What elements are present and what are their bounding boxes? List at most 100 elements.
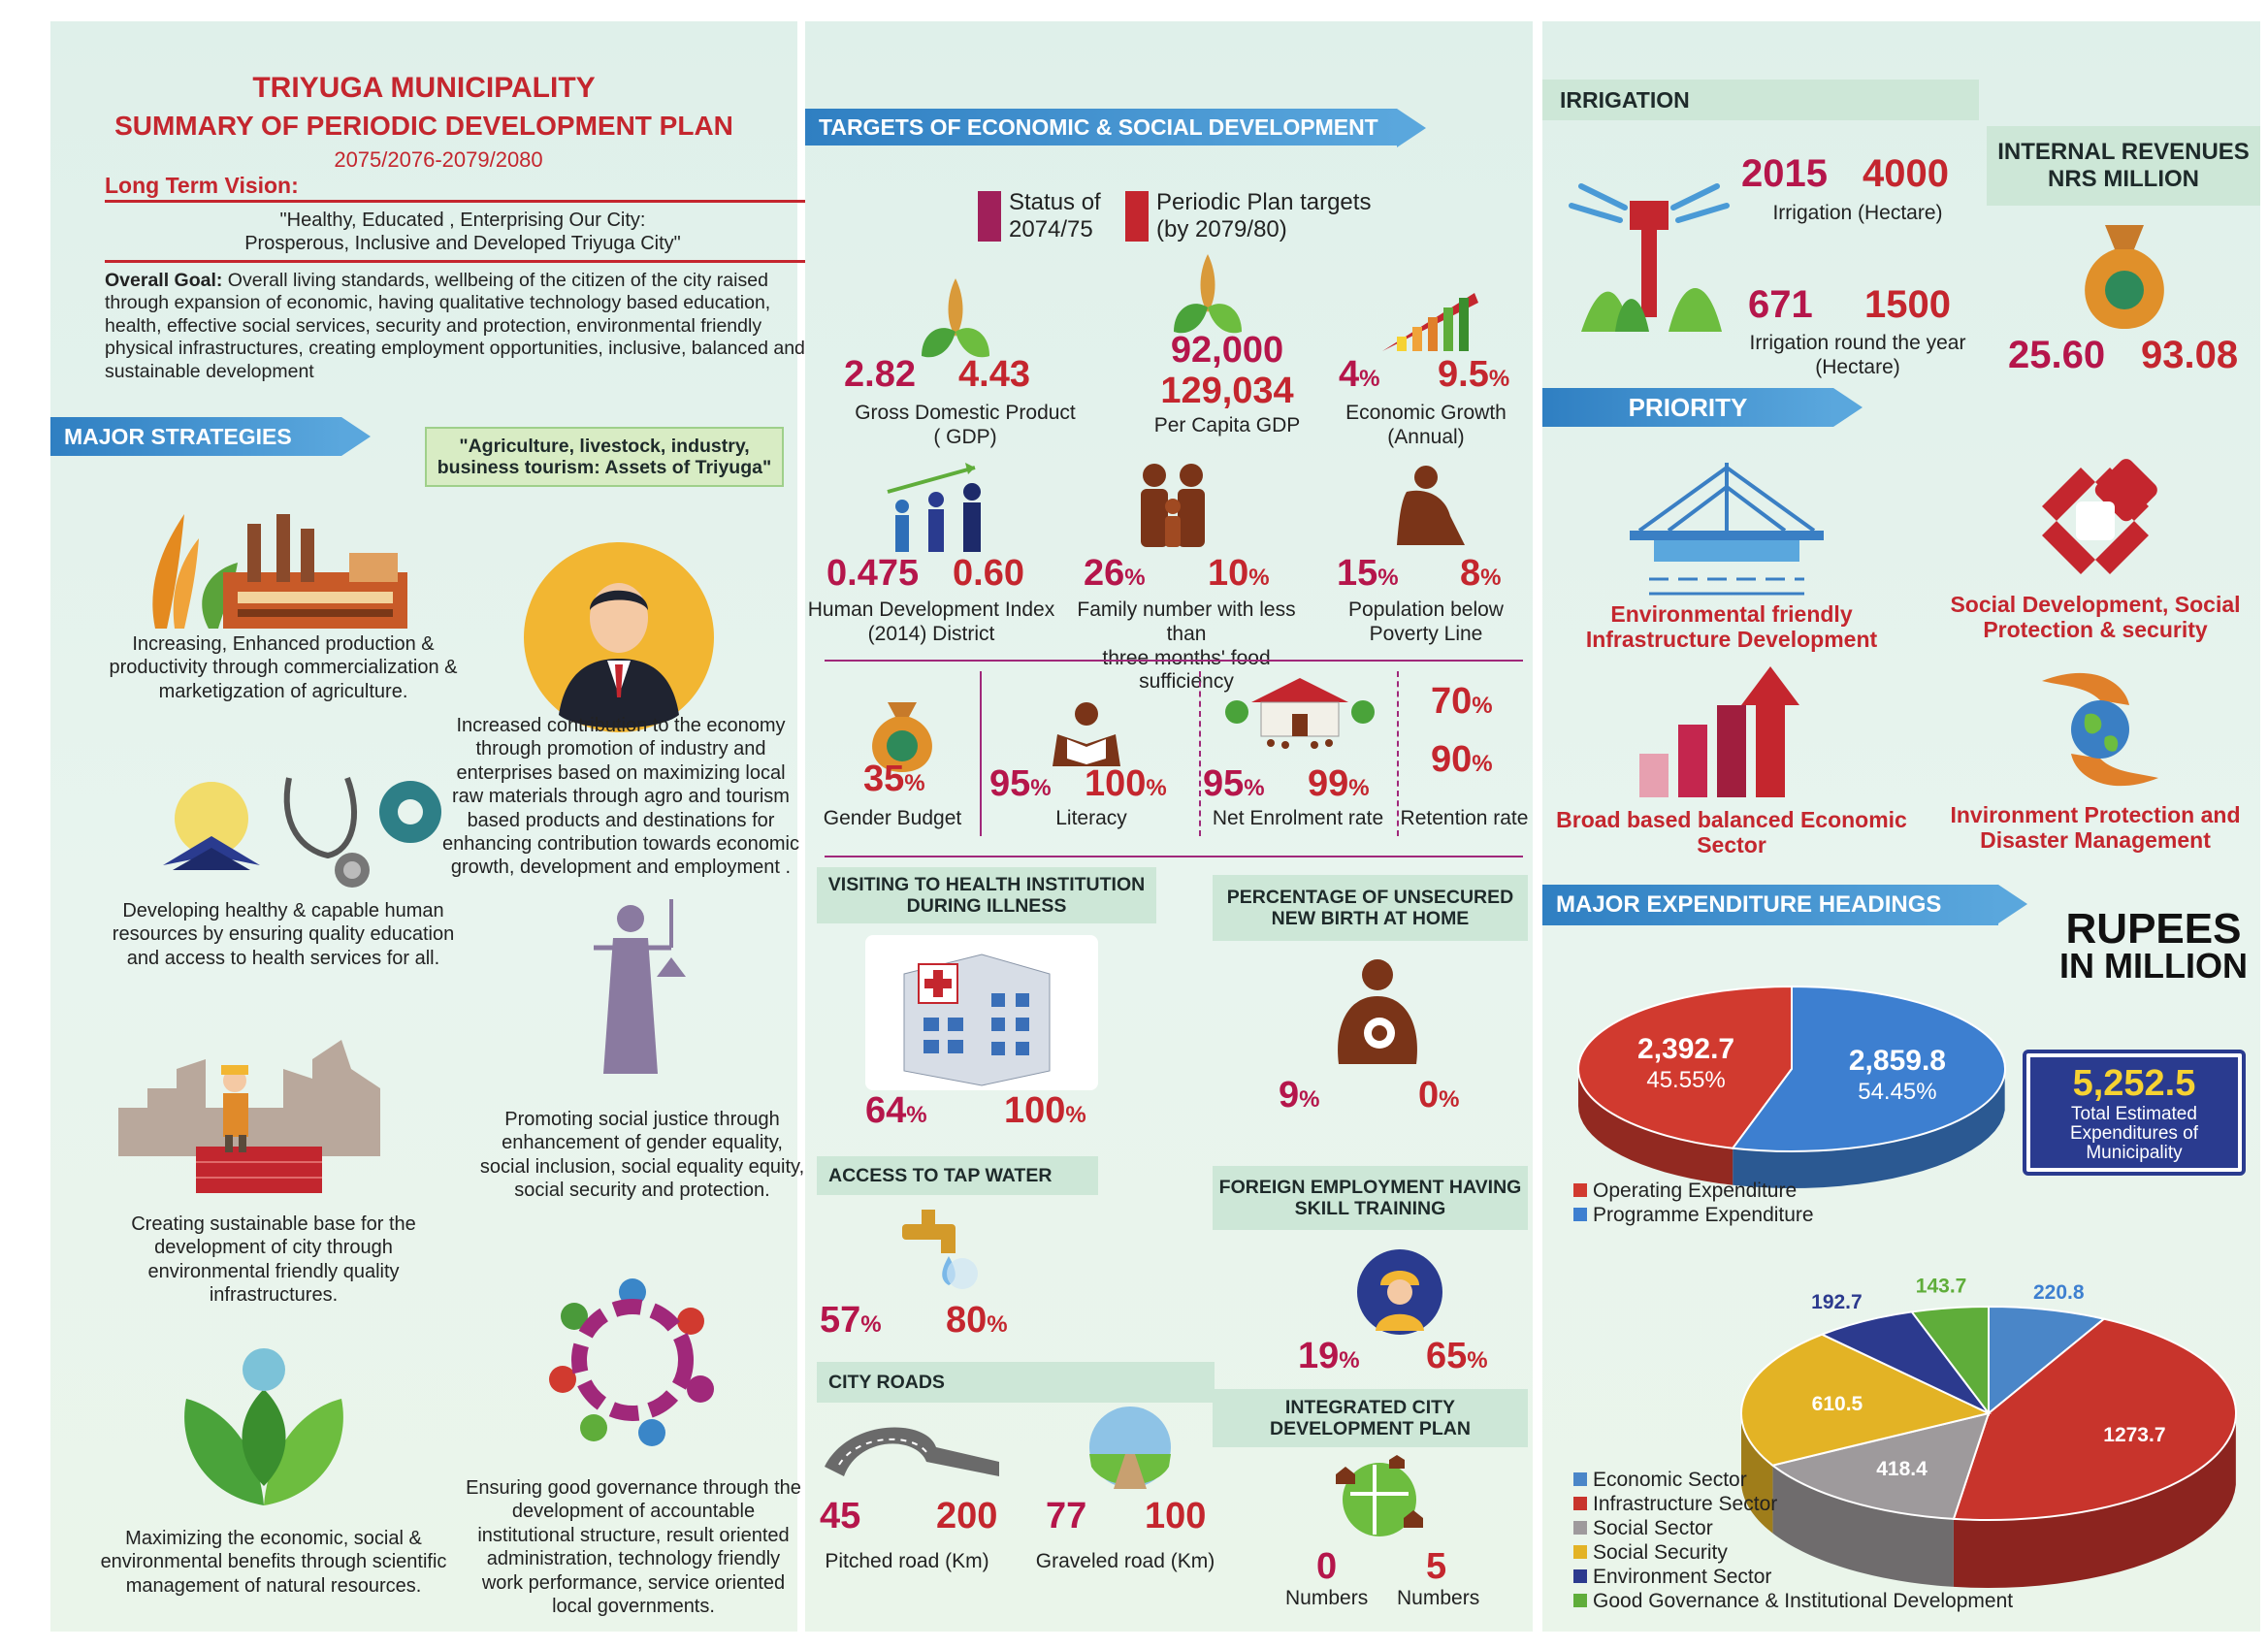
graveled-road-icon [1089, 1406, 1171, 1489]
legend-operating-swatch [1573, 1183, 1587, 1197]
growth-chart-icon [1639, 666, 1799, 797]
tap-status: 57% [820, 1300, 882, 1342]
revenue-status: 25.60 [2008, 334, 2106, 376]
gdp-target: 4.43 [958, 354, 1030, 395]
row-divider-bottom [825, 856, 1523, 857]
pie-slice-side-3 [1741, 1413, 1773, 1534]
birth-title: PERCENTAGE OF UNSECURED NEW BIRTH AT HOM… [1213, 875, 1528, 941]
legend-sector-label-4: Environment Sector [1593, 1565, 1772, 1588]
foreign-title: FOREIGN EMPLOYMENT HAVING SKILL TRAINING [1213, 1166, 1528, 1230]
pie-slice-2 [1770, 1411, 1991, 1520]
money-bag-icon [872, 702, 932, 772]
pitched-status: 45 [820, 1496, 861, 1536]
enrolment-target-pct: % [1348, 775, 1370, 801]
health-target: 100% [1004, 1090, 1086, 1132]
legend-sector-swatch-2 [1573, 1520, 1587, 1535]
priority-economic: Broad based balanced Economic Sector [1556, 807, 1907, 858]
rupees-heading-1: RUPEES [2065, 905, 2242, 953]
overall-goal: Overall Goal: Overall living standards, … [105, 270, 823, 383]
food-status-value: 26 [1084, 553, 1125, 594]
water-tap-icon [902, 1210, 978, 1289]
legend-programme-label: Programme Expenditure [1593, 1204, 1814, 1227]
legend-operating: Operating Expenditure [1573, 1179, 1814, 1203]
retention-target-pct: % [1472, 751, 1493, 777]
growth-target-pct: % [1488, 366, 1510, 392]
health-education-icon [163, 776, 441, 888]
wheat-leaf-icon [922, 278, 989, 358]
legend-sector-swatch-4 [1573, 1568, 1587, 1583]
priority-environment: Invironment Protection and Disaster Mana… [1950, 802, 2241, 854]
irrigation-target: 4000 [1863, 152, 1949, 195]
growth-target: 9.5% [1438, 354, 1509, 396]
pie2-value-label-4: 192.7 [1811, 1291, 1863, 1313]
food-target: 10% [1208, 553, 1270, 595]
targets-ribbon: TARGETS OF ECONOMIC & SOCIAL DEVELOPMENT [805, 109, 1426, 147]
foreign-target-value: 65 [1426, 1336, 1468, 1376]
strategy-infrastructure: Creating sustainable base for the develo… [131, 1213, 416, 1307]
poverty-icon [1397, 466, 1465, 545]
retention-status: 70% [1431, 681, 1493, 723]
plan-subtitle: SUMMARY OF PERIODIC DEVELOPMENT PLAN [114, 111, 733, 141]
irrigation-status: 2015 [1741, 152, 1828, 195]
pie-slice-side-2 [1772, 1465, 1954, 1587]
pie-slice-side-1 [1733, 1073, 2005, 1188]
legend-operating-label: Operating Expenditure [1593, 1180, 1798, 1202]
icdp-target-unit: Numbers [1397, 1587, 1480, 1609]
gravel-label: Graveled road (Km) [1035, 1550, 1215, 1572]
foreign-target-pct: % [1467, 1347, 1488, 1374]
enrolment-status-pct: % [1244, 775, 1265, 801]
foreign-status-pct: % [1339, 1347, 1360, 1374]
col-divider-3 [1397, 671, 1399, 836]
sector-pie-chart: 220.8 1273.7 418.4 610.5 192.7 143.7 [1740, 1275, 2237, 1588]
left-panel: TRIYUGA MUNICIPALITY SUMMARY OF PERIODIC… [50, 21, 821, 1632]
people-growth-icon [887, 463, 981, 552]
bridge-icon [1630, 463, 1824, 596]
legend-sector-swatch-1 [1573, 1496, 1587, 1510]
pie-slice-side-1 [1953, 1416, 2236, 1588]
literacy-status: 95% [989, 763, 1052, 805]
legend-target-line-1: Periodic Plan targets [1156, 189, 1372, 215]
vision-divider [105, 200, 821, 203]
pie-slice-0 [1988, 1305, 2107, 1416]
irrigation-year-label-1: Irrigation round the year [1749, 332, 1966, 354]
growth-status-pct: % [1359, 366, 1380, 392]
irrigation-year-status: 671 [1748, 283, 1813, 326]
birth-status: 9% [1279, 1075, 1319, 1116]
birth-target: 0% [1418, 1075, 1459, 1116]
legend-status-line-1: Status of [1009, 189, 1101, 215]
rupees-heading: RUPEES IN MILLION [2047, 905, 2260, 984]
priority-ribbon: PRIORITY [1542, 388, 1863, 427]
legend-sector-swatch-5 [1573, 1593, 1587, 1607]
birth-target-value: 0 [1418, 1075, 1440, 1116]
poverty-status-pct: % [1377, 565, 1399, 591]
legend-status-swatch [978, 191, 1001, 242]
revenues-title: INTERNAL REVENUES NRS MILLION [1987, 126, 2260, 206]
retention-target: 90% [1431, 739, 1493, 781]
poverty-target-value: 8 [1460, 553, 1481, 594]
vision-label: Long Term Vision: [105, 173, 299, 198]
revenue-target: 93.08 [2141, 334, 2239, 376]
family-icon [1141, 464, 1205, 547]
foreign-status: 19% [1298, 1336, 1360, 1377]
pie2-value-label-0: 220.8 [2033, 1281, 2085, 1304]
mother-baby-icon [1338, 959, 1417, 1064]
pie1-value-label-1: 2,859.8 [1849, 1045, 1946, 1077]
assets-box: "Agriculture, livestock, industry, busin… [425, 427, 784, 487]
gravel-status: 77 [1046, 1496, 1087, 1536]
legend-sector-label-5: Good Governance & Institutional Developm… [1593, 1589, 2014, 1612]
pie-slice-1 [1731, 985, 2006, 1152]
targets-ribbon-label: TARGETS OF ECONOMIC & SOCIAL DEVELOPMENT [819, 113, 1378, 140]
total-box-inner: 5,252.5 Total Estimated Expenditures of … [2030, 1057, 2238, 1168]
tap-target-pct: % [987, 1311, 1008, 1338]
birth-status-pct: % [1299, 1086, 1320, 1113]
pie-slice-0 [1577, 985, 1793, 1149]
goal-label: Overall Goal: [105, 270, 223, 291]
factory-agriculture-icon [152, 514, 407, 629]
strategy-natural-resources: Maximizing the economic, social & enviro… [100, 1528, 447, 1597]
poverty-label-1: Population below [1348, 598, 1504, 621]
goal-text: Overall living standards, wellbeing of t… [105, 270, 805, 382]
pitched-target: 200 [936, 1496, 998, 1536]
food-status: 26% [1084, 553, 1146, 595]
gender-budget-label: Gender Budget [823, 807, 962, 829]
leaves-globe-icon [184, 1348, 343, 1505]
